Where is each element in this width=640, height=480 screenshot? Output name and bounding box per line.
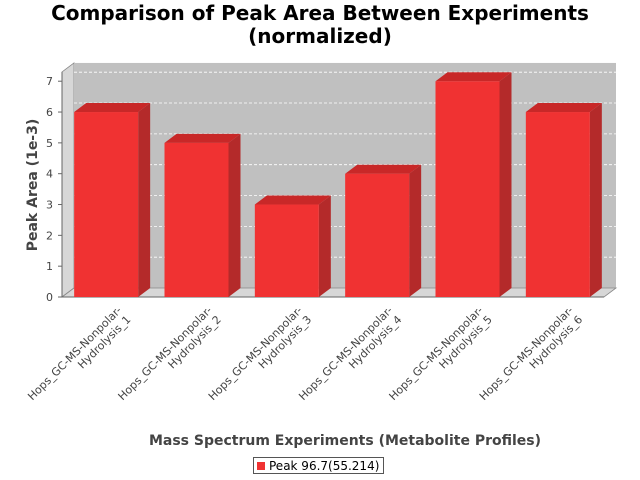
y-tick-label: 2 (46, 229, 53, 242)
chart-title: Comparison of Peak Area Between Experime… (0, 2, 640, 48)
y-tick-label: 4 (46, 168, 53, 181)
bar-front (345, 173, 410, 297)
bar-front (164, 142, 229, 297)
x-tick-label-line: Hops_GC-MS-Nonpolar- (296, 304, 395, 403)
bar-top (254, 195, 331, 205)
left-wall (61, 62, 75, 298)
chart-title-line2: (normalized) (248, 24, 392, 48)
bar (345, 164, 422, 297)
bar-top (164, 133, 241, 143)
bar-front (525, 112, 590, 297)
x-axis-label: Mass Spectrum Experiments (Metabolite Pr… (149, 433, 541, 449)
x-tick-label-line: Hops_GC-MS-Nonpolar- (206, 304, 305, 403)
bar-front (254, 204, 319, 297)
x-tick-label-line: Hops_GC-MS-Nonpolar- (477, 304, 576, 403)
y-tick-label: 6 (46, 106, 53, 119)
bar (164, 133, 241, 297)
x-tick-label-line: Hops_GC-MS-Nonpolar- (25, 304, 124, 403)
chart-title-line1: Comparison of Peak Area Between Experime… (51, 1, 589, 25)
bar-side (499, 72, 512, 297)
y-tick-label: 0 (46, 291, 53, 304)
x-tick-label-line: Hops_GC-MS-Nonpolar- (116, 304, 215, 403)
bar (254, 195, 331, 297)
bar-front (435, 81, 500, 297)
bar-side (409, 164, 422, 297)
legend-swatch (257, 461, 265, 470)
gridlines (74, 71, 616, 258)
bar-top (525, 103, 602, 113)
plot-background (74, 62, 616, 289)
bar (435, 72, 512, 297)
y-axis-label: Peak Area (1e-3) (25, 119, 41, 252)
bar-front (74, 112, 139, 297)
bar-side (589, 103, 602, 297)
bar (74, 103, 151, 297)
bars (74, 72, 602, 297)
legend: Peak 96.7(55.214) (253, 457, 385, 474)
y-tick-label: 1 (46, 260, 53, 273)
legend-label: Peak 96.7(55.214) (269, 458, 380, 473)
x-tick-label-line: Hops_GC-MS-Nonpolar- (387, 304, 486, 403)
x-tick-label: Hops_GC-MS-Nonpolar-Hydrolysis_6 (477, 304, 585, 412)
bar (525, 103, 602, 297)
bar-side (138, 103, 151, 297)
bar-side (228, 133, 241, 297)
x-tick-labels: Hops_GC-MS-Nonpolar-Hydrolysis_1Hops_GC-… (25, 304, 585, 412)
axes (61, 71, 604, 298)
y-tick-label: 3 (46, 199, 53, 212)
y-tick-label: 5 (46, 137, 53, 150)
y-tick-labels: 0 1 2 3 4 5 6 7 (46, 75, 62, 304)
bar-side (318, 195, 331, 297)
bar-top (74, 103, 151, 113)
bar-top (345, 164, 422, 174)
bar-top (435, 72, 512, 82)
y-tick-label: 7 (46, 75, 53, 88)
